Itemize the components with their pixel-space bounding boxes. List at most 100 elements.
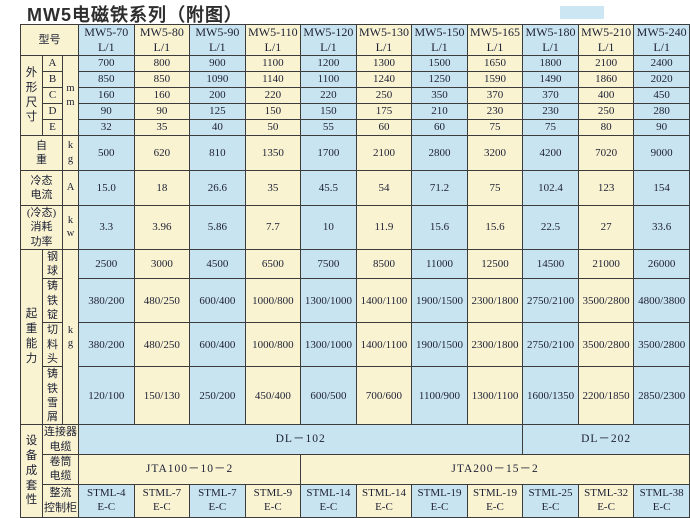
value-cell: 1100/900 [411, 366, 468, 426]
drum-cable-value-2: JTA200－15－2 [300, 454, 690, 485]
value-cell: 10 [300, 205, 357, 250]
lifting-label-steel-balls: 钢球 [42, 248, 63, 280]
value-cell: 75 [466, 119, 524, 136]
dimension-row-a: 外 形 尺 寸 A m m 700 800 900 1100 1200 1300 1500 1… [20, 55, 690, 136]
value-cell: 9000 [633, 135, 690, 171]
cell-line: STML-14 [306, 486, 351, 499]
value-cell: 1900/1500 [411, 322, 468, 368]
value-cell: 7500 [300, 248, 357, 280]
rectifier-cabinet-row: 整流 控制柜 STML-4 E-C STML-7 E-C STML-7 E-C STML-9… [21, 483, 690, 518]
rectifier-cabinet-cell: STML-32 E-C [577, 483, 635, 518]
value-cell: 200 [189, 87, 246, 104]
value-cell: 3500/2800 [633, 322, 690, 368]
value-cell: 150/130 [133, 366, 191, 426]
row-label-a: A [42, 55, 63, 72]
value-cell: 3000 [133, 248, 191, 280]
value-cell: 18 [133, 170, 191, 206]
value-cell: 1590 [466, 71, 524, 88]
value-cell: 80 [577, 119, 635, 136]
value-cell: 1400/1100 [355, 322, 413, 368]
decorative-blue-mark [560, 6, 604, 19]
value-cell: 1350 [244, 135, 302, 171]
cell-line: MW5-110 [248, 25, 298, 40]
rectifier-cabinet-cell: STML-19 E-C [466, 483, 524, 518]
value-cell: 230 [466, 103, 524, 120]
cell-line: STML-32 [584, 486, 629, 499]
value-cell: 33.6 [633, 205, 690, 250]
value-cell: 1000/800 [244, 322, 302, 368]
value-cell: 27 [577, 205, 635, 250]
dimension-row-c: C 160 160 200 220 220 250 350 370 370 400 450 [21, 87, 690, 104]
value-cell: 11000 [411, 248, 468, 280]
value-cell: 15.0 [78, 170, 135, 206]
value-cell: 50 [244, 119, 302, 136]
value-cell: 6500 [244, 248, 302, 280]
value-cell: 1400/1100 [355, 278, 413, 324]
self-weight-unit: k g [61, 135, 80, 171]
value-cell: 3500/2800 [577, 322, 635, 368]
value-cell: 2300/1800 [466, 278, 524, 324]
value-cell: 3500/2800 [577, 278, 635, 324]
value-cell: 3200 [466, 135, 524, 171]
connector-cable-label: 连接器 电缆 [41, 424, 80, 456]
value-cell: 380/200 [78, 322, 135, 368]
value-cell: 810 [189, 135, 246, 171]
value-cell: 1860 [577, 71, 635, 88]
value-cell: 350 [411, 87, 468, 104]
lifting-label-iron-ingots: 铸铁 锭 [42, 278, 63, 324]
dimensions-category-label: 外 形 尺 寸 [20, 55, 43, 136]
value-cell: 2200/1850 [577, 366, 635, 426]
cell-line: STML-9 [253, 486, 293, 499]
value-cell: 1200 [300, 55, 357, 72]
model-header-cell: MW5-120 L/1 [300, 24, 357, 56]
cell-line: L/1 [97, 40, 115, 54]
cell-line: E-C [208, 500, 227, 513]
cell-line: MW5-240 [636, 25, 687, 40]
value-cell: 123 [577, 170, 635, 206]
value-cell: 2400 [633, 55, 690, 72]
cell-line: STML-19 [473, 486, 518, 499]
lifting-row-iron-chips: 铸铁 雪屑 120/100 150/130 250/200 450/400 600/50… [21, 366, 690, 426]
value-cell: 1000/800 [244, 278, 302, 324]
cell-line: E-C [597, 500, 615, 513]
cell-line: MW5-70 [84, 25, 129, 40]
value-cell: 102.4 [522, 170, 579, 206]
rectifier-cabinet-cell: STML-7 E-C [189, 483, 246, 518]
cell-line: STML-4 [87, 486, 126, 499]
value-cell: 370 [466, 87, 524, 104]
value-cell: 400 [577, 87, 635, 104]
lifting-category-label: 起 重 能 力 [20, 248, 43, 426]
cell-line: MW5-165 [470, 25, 521, 40]
cell-line: L/1 [542, 40, 559, 54]
cell-line: E-C [430, 500, 449, 513]
value-cell: 700 [78, 55, 135, 72]
value-cell: 2850/2300 [633, 366, 690, 426]
model-header-cell: MW5-165 L/1 [466, 24, 524, 56]
value-cell: 600/500 [300, 366, 357, 426]
cell-line: MW5-120 [303, 25, 354, 40]
value-cell: 55 [300, 119, 357, 136]
cold-current-row: 冷态 电流 A 15.0 18 26.6 35 45.5 54 71.2 75 102.4 123… [20, 170, 690, 206]
cell-line: MW5-180 [525, 25, 576, 40]
value-cell: 7020 [577, 135, 635, 171]
model-header-cell: MW5-110 L/1 [244, 24, 302, 56]
value-cell: 60 [355, 119, 413, 136]
connector-cable-value-2: DL－202 [522, 424, 690, 456]
value-cell: 1900/1500 [411, 278, 468, 324]
value-cell: 450 [633, 87, 690, 104]
value-cell: 250 [577, 103, 635, 120]
value-cell: 1100 [300, 71, 357, 88]
page-title: MW5电磁铁系列（附图） [27, 5, 243, 25]
value-cell: 1700 [300, 135, 357, 171]
value-cell: 1800 [522, 55, 579, 72]
spec-table: 型号 MW5-70 L/1 MW5-80 L/1 MW5-90 L/1 MW5-110 L/1… [19, 24, 690, 518]
rectifier-cabinet-cell: STML-25 E-C [522, 483, 579, 518]
value-cell: 90 [78, 103, 135, 120]
row-label-e: E [42, 119, 63, 136]
drum-cable-label: 卷筒 电缆 [41, 454, 80, 485]
value-cell: 15.6 [411, 205, 468, 250]
value-cell: 2300/1800 [466, 322, 524, 368]
value-cell: 45.5 [300, 170, 357, 206]
cold-current-label: 冷态 电流 [20, 170, 63, 206]
value-cell: 15.6 [466, 205, 524, 250]
